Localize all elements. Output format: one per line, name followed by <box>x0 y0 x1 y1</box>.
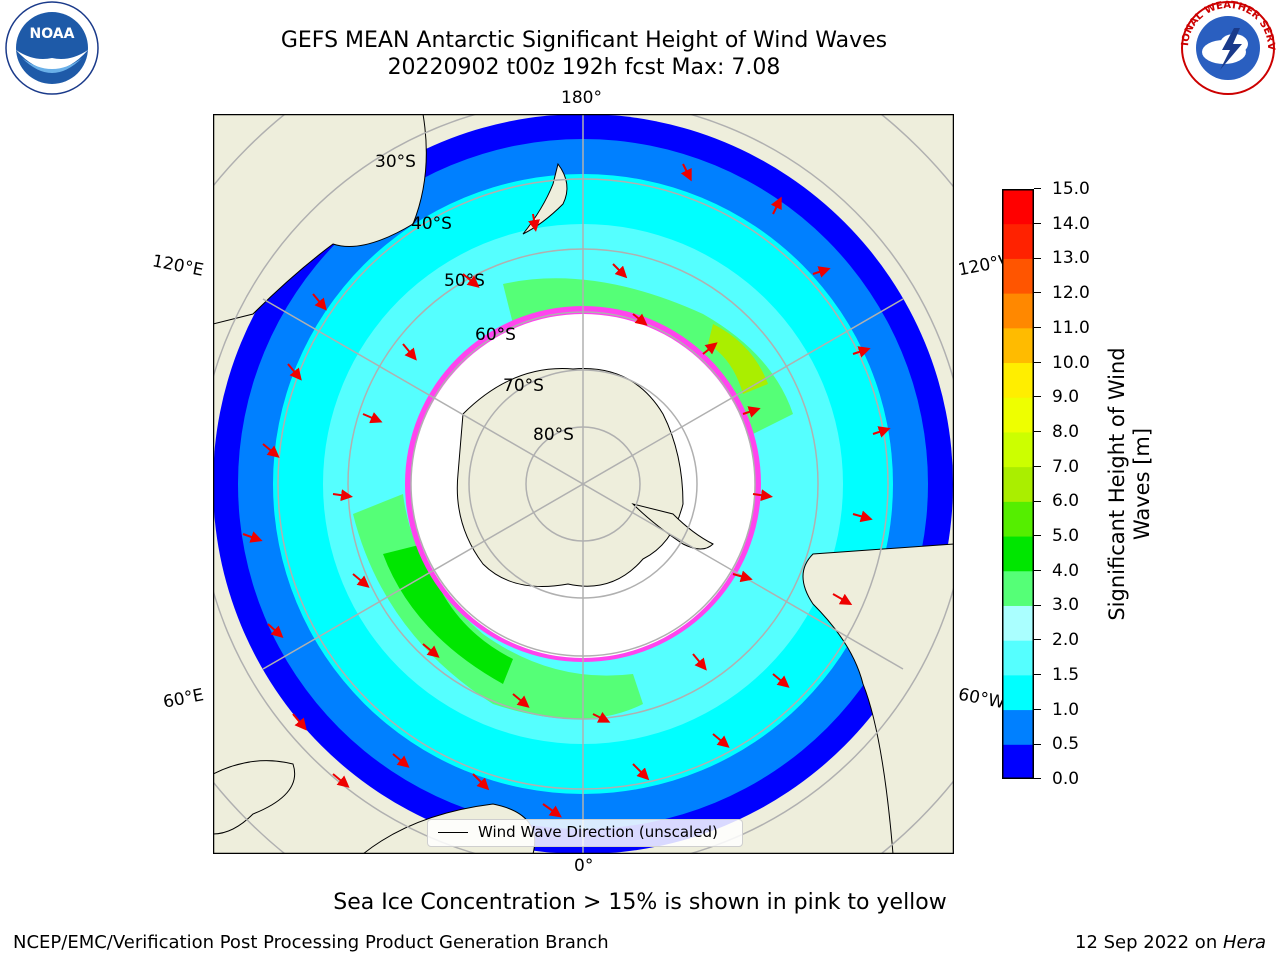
lat-label-80s: 80°S <box>533 425 574 445</box>
svg-text:NOAA: NOAA <box>30 26 75 42</box>
colorbar-segment <box>1002 709 1034 745</box>
colorbar-tick-label: 1.0 <box>1052 699 1080 720</box>
colorbar-segment <box>1002 362 1034 398</box>
antarctic-peninsula <box>631 503 714 550</box>
colorbar-tick-mark <box>1034 431 1041 433</box>
colorbar-label: Significant Height of Wind Waves [m] <box>1105 274 1155 694</box>
map-title: GEFS MEAN Antarctic Significant Height o… <box>280 28 888 53</box>
colorbar-tick-label: 11.0 <box>1052 317 1090 338</box>
lon-label-60w: 60°W <box>956 684 1007 714</box>
colorbar-tick-label: 2.0 <box>1052 630 1080 651</box>
colorbar-segment <box>1002 640 1034 676</box>
colorbar-segment <box>1002 293 1034 329</box>
colorbar-segment <box>1002 431 1034 468</box>
colorbar-segment <box>1002 258 1034 294</box>
australia-landmass <box>213 114 427 325</box>
lat-label-40s: 40°S <box>411 214 452 234</box>
colorbar-tick-mark <box>1034 257 1041 259</box>
graticule <box>213 114 954 854</box>
colorbar-tick-mark <box>1034 535 1041 537</box>
colorbar-segment <box>1002 536 1034 572</box>
footer-date: 12 Sep 2022 on Hera <box>1075 932 1266 953</box>
antarctica-landmass <box>456 368 684 587</box>
colorbar-tick-mark <box>1034 465 1041 467</box>
colorbar-tick-mark <box>1034 361 1041 363</box>
colorbar-segment <box>1002 570 1034 606</box>
colorbar-tick-mark <box>1034 778 1041 780</box>
wave-swell-green-dark <box>383 544 513 684</box>
colorbar-tick-label: 14.0 <box>1052 213 1090 234</box>
lat-label-60s: 60°S <box>475 325 516 345</box>
colorbar-tick-label: 3.0 <box>1052 595 1080 616</box>
colorbar-tick-mark <box>1034 708 1041 710</box>
legend-line-swatch <box>438 832 468 833</box>
colorbar-tick-label: 12.0 <box>1052 283 1090 304</box>
colorbar-segment <box>1002 397 1034 433</box>
colorbar-border <box>1002 189 1034 779</box>
colorbar-tick-label: 15.0 <box>1052 179 1090 199</box>
colorbar-segment <box>1002 189 1034 225</box>
colorbar-tick-mark <box>1034 327 1041 329</box>
colorbar-segment <box>1002 327 1034 364</box>
colorbar-tick-mark <box>1034 570 1041 571</box>
africa-landmass <box>213 760 295 835</box>
colorbar-tick-mark <box>1034 292 1041 294</box>
footer-branch: NCEP/EMC/Verification Post Processing Pr… <box>13 932 609 953</box>
lat-label-30s: 30°S <box>375 152 416 172</box>
colorbar-tick-label: 6.0 <box>1052 491 1080 512</box>
polar-map: 30°S 40°S 50°S 60°S 70°S 80°S <box>213 114 954 854</box>
colorbar-segment <box>1002 501 1034 537</box>
lon-label-120e: 120°E <box>150 251 206 281</box>
colorbar-tick-label: 0.0 <box>1052 769 1080 789</box>
map-legend: Wind Wave Direction (unscaled) <box>427 819 743 847</box>
colorbar-tick-mark <box>1034 222 1041 224</box>
colorbar-tick-mark <box>1034 396 1041 398</box>
lat-label-70s: 70°S <box>503 376 544 396</box>
colorbar-tick-label: 8.0 <box>1052 421 1080 442</box>
wave-swell-yellow-green <box>708 324 768 394</box>
colorbar-tick-label: 1.5 <box>1052 664 1080 685</box>
colorbar-segment <box>1002 674 1034 711</box>
footer-date-text: 12 Sep 2022 on <box>1075 932 1223 953</box>
colorbar-tick-mark <box>1034 743 1041 745</box>
colorbar-tick-label: 0.5 <box>1052 734 1080 755</box>
legend-label: Wind Wave Direction (unscaled) <box>478 823 718 841</box>
lon-label-180: 180° <box>561 88 602 108</box>
colorbar-tick-label: 9.0 <box>1052 387 1080 408</box>
lon-label-60e: 60°E <box>161 685 206 713</box>
colorbar-tick-mark <box>1034 500 1041 502</box>
lon-label-120w: 120°W <box>956 251 1008 281</box>
footer-machine: Hera <box>1222 932 1266 953</box>
wind-wave-arrows <box>242 163 891 818</box>
colorbar-tick-mark <box>1034 188 1041 190</box>
colorbar <box>1002 189 1034 779</box>
colorbar-label-line2: Waves [m] <box>1130 427 1154 541</box>
colorbar-segment <box>1002 605 1034 641</box>
nws-logo: NATIONAL WEATHER SERVICE <box>1176 0 1276 95</box>
colorbar-label-line1: Significant Height of Wind <box>1105 347 1129 621</box>
colorbar-tick-label: 7.0 <box>1052 456 1080 477</box>
colorbar-tick-label: 4.0 <box>1052 560 1080 581</box>
colorbar-tick-label: 5.0 <box>1052 526 1080 547</box>
colorbar-segment <box>1002 744 1034 779</box>
colorbar-tick-label: 13.0 <box>1052 248 1090 269</box>
south-america-landmass <box>802 543 954 854</box>
noaa-logo: NOAA <box>5 1 99 95</box>
colorbar-tick-mark <box>1034 674 1041 676</box>
colorbar-tick-mark <box>1034 604 1041 606</box>
sea-ice-note: Sea Ice Concentration > 15% is shown in … <box>333 890 947 915</box>
colorbar-tick-label: 10.0 <box>1052 352 1090 373</box>
colorbar-segment <box>1002 223 1034 259</box>
new-zealand-landmass <box>522 162 568 235</box>
colorbar-segment <box>1002 466 1034 502</box>
lon-label-0: 0° <box>574 856 594 876</box>
colorbar-tick-mark <box>1034 639 1041 641</box>
map-subtitle: 20220902 t00z 192h fcst Max: 7.08 <box>387 55 781 80</box>
